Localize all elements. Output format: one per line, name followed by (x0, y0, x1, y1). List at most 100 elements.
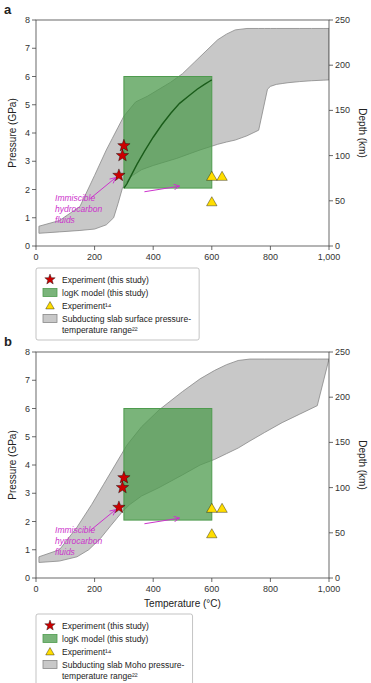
legend-label-line: Experiment (this study) (62, 621, 149, 631)
y-tick (32, 246, 36, 247)
legend-label-line: logK model (this study) (62, 288, 149, 298)
y2-tick (329, 110, 333, 111)
y2-tick-label: 250 (335, 347, 350, 357)
legend-label-line: Subducting slab Moho pressure- (62, 660, 185, 670)
y2-tick-label: 50 (335, 196, 345, 206)
y-tick (32, 76, 36, 77)
y2-tick (329, 246, 333, 247)
y-axis-label: Pressure (GPa) (7, 98, 18, 167)
area (39, 359, 329, 562)
y2-tick (329, 352, 333, 353)
legend-swatch (45, 620, 55, 630)
x-axis-label: Temperature (°C) (144, 598, 221, 609)
y-tick (32, 408, 36, 409)
point (116, 149, 128, 161)
y-tick-label: 0 (25, 573, 30, 583)
x-tick-label: 600 (204, 584, 219, 594)
x-tick-label: 600 (204, 252, 219, 262)
panel: bImmisciblehydrocarbonfluids020040060080… (4, 334, 368, 683)
legend-label-line: Experiment¹⁴ (62, 301, 112, 311)
y-tick (32, 465, 36, 466)
legend-label-line: Subducting slab surface pressure- (62, 314, 191, 324)
y2-tick-label: 150 (335, 105, 350, 115)
legend-label-line: temperature range²² (62, 671, 138, 681)
legend-label-line: temperature range²² (62, 325, 138, 335)
y-tick (32, 161, 36, 162)
legend-label: Experiment¹⁴ (62, 647, 112, 657)
annotation: Immisciblehydrocarbonfluids (55, 525, 103, 557)
legend-label-line: Experiment (this study) (62, 275, 149, 285)
point (207, 171, 217, 180)
x-tick (153, 246, 154, 250)
y-tick-label: 2 (25, 517, 30, 527)
x-tick-label: 400 (146, 252, 161, 262)
y-tick-label: 3 (25, 156, 30, 166)
x-tick (153, 578, 154, 582)
point (116, 481, 128, 493)
legend-label: Experiment¹⁴ (62, 301, 112, 311)
y2-tick (329, 532, 333, 533)
legend-frame (36, 614, 193, 683)
x-tick (329, 246, 330, 250)
x-tick-label: 200 (87, 252, 102, 262)
panel-title: b (4, 334, 12, 349)
y-tick-label: 7 (25, 43, 30, 53)
legend-label: Subducting slab surface pressure-tempera… (62, 314, 191, 335)
annotation-line: fluids (55, 215, 76, 225)
y2-tick (329, 487, 333, 488)
curve (124, 80, 212, 188)
y-tick-label: 4 (25, 460, 30, 470)
x-tick (329, 578, 330, 582)
legend-swatch (43, 289, 57, 297)
y2-tick-label: 50 (335, 528, 345, 538)
plot-background (36, 352, 329, 578)
legend: Experiment (this study) logK model (this … (36, 614, 193, 683)
x-tick (94, 246, 95, 250)
x-tick-label: 1,000 (318, 252, 341, 262)
x-tick-label: 800 (263, 584, 278, 594)
y-axis-label: Pressure (GPa) (7, 430, 18, 499)
legend-label: logK model (this study) (62, 634, 149, 644)
area (39, 28, 329, 233)
y-tick-label: 5 (25, 100, 30, 110)
annotation: Immisciblehydrocarbonfluids (55, 193, 103, 225)
y-tick-label: 6 (25, 404, 30, 414)
y-tick-label: 1 (25, 545, 30, 555)
x-tick-label: 0 (33, 252, 38, 262)
y2-tick-label: 0 (335, 573, 340, 583)
x-tick (270, 578, 271, 582)
y-tick-label: 1 (25, 213, 30, 223)
annotation-arrow (144, 518, 179, 524)
legend-frame (36, 268, 199, 340)
chart-svg: aImmisciblehydrocarbonfluids020040060080… (0, 0, 371, 683)
legend-label-line: logK model (this study) (62, 634, 149, 644)
y2-tick (329, 397, 333, 398)
y-tick (32, 133, 36, 134)
y2-tick (329, 155, 333, 156)
legend-label: Subducting slab Moho pressure-temperatur… (62, 660, 185, 681)
plot-frame (36, 20, 329, 246)
point (207, 503, 217, 512)
plot-background (36, 20, 329, 246)
y-tick-label: 8 (25, 347, 30, 357)
x-tick (36, 246, 37, 250)
point (118, 471, 130, 483)
x-tick-label: 800 (263, 252, 278, 262)
x-tick (211, 246, 212, 250)
y2-tick (329, 578, 333, 579)
y2-tick (329, 20, 333, 21)
y2-tick-label: 150 (335, 437, 350, 447)
annotation-line: hydrocarbon (55, 204, 103, 214)
y2-axis-label: Depth (km) (357, 440, 368, 489)
y2-tick-label: 250 (335, 15, 350, 25)
x-tick (211, 578, 212, 582)
x-tick (270, 246, 271, 250)
y-tick (32, 189, 36, 190)
plot-frame (36, 352, 329, 578)
y2-tick-label: 100 (335, 483, 350, 493)
panel: aImmisciblehydrocarbonfluids020040060080… (4, 2, 368, 340)
point (217, 171, 227, 180)
point (207, 197, 217, 206)
y-tick (32, 20, 36, 21)
annotation-line: Immiscible (55, 193, 95, 203)
